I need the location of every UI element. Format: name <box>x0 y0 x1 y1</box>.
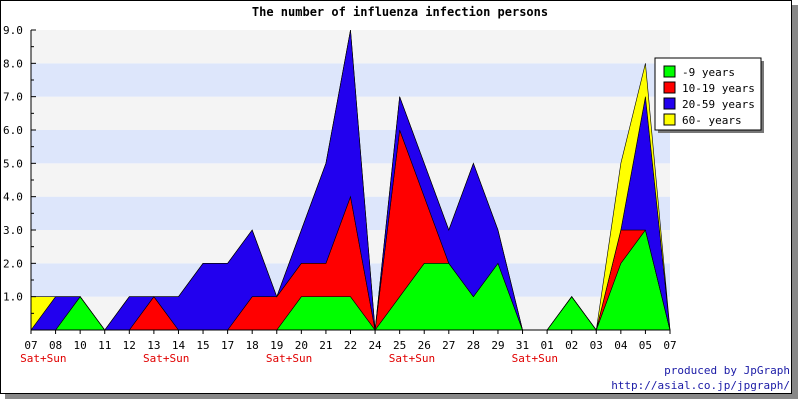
legend: -9 years 10-19 years 20-59 years 60- years <box>654 57 764 133</box>
x-tick-label: 02 <box>565 339 578 352</box>
x-tick-label: 28 <box>467 339 480 352</box>
x-tick-label: 08 <box>49 339 62 352</box>
weekend-labels: Sat+Sun Sat+Sun Sat+Sun Sat+Sun Sat+Sun <box>20 352 558 365</box>
x-tick-label: 12 <box>123 339 136 352</box>
chart-title: The number of influenza infection person… <box>252 5 548 19</box>
frame-shadow-right <box>792 5 798 398</box>
weekend-label: Sat+Sun <box>389 352 435 365</box>
x-tick-label: 14 <box>172 339 186 352</box>
y-tick-label: 5.0 <box>3 157 23 170</box>
x-tick-label: 21 <box>319 339 332 352</box>
footer-url[interactable]: http://asial.co.jp/jpgraph/ <box>611 379 790 392</box>
axes <box>30 29 671 334</box>
x-tick-label: 29 <box>491 339 504 352</box>
frame-shadow-bottom <box>5 394 798 399</box>
y-tick-labels: 1.0 2.0 3.0 4.0 5.0 6.0 7.0 8.0 9.0 <box>3 24 23 304</box>
x-tick-label: 27 <box>442 339 455 352</box>
x-tick-label: 15 <box>196 339 209 352</box>
y-tick-label: 3.0 <box>3 224 23 237</box>
x-tick-label: 18 <box>246 339 259 352</box>
footer-credit: produced by JpGraph <box>664 364 790 377</box>
x-tick-label: 17 <box>221 339 234 352</box>
x-tick-label: 03 <box>590 339 603 352</box>
y-tick-label: 9.0 <box>3 24 23 37</box>
x-tick-label: 20 <box>295 339 308 352</box>
weekend-label: Sat+Sun <box>266 352 312 365</box>
x-tick-labels: 07 08 10 11 12 13 14 15 17 18 19 20 21 22 24 25 26 27 28 29… <box>24 339 676 352</box>
weekend-label: Sat+Sun <box>512 352 558 365</box>
legend-label: 20-59 years <box>682 98 755 111</box>
legend-swatch <box>663 65 676 78</box>
legend-label: 60- years <box>682 114 742 127</box>
x-tick-label: 31 <box>516 339 529 352</box>
x-tick-label: 10 <box>74 339 87 352</box>
legend-label: 10-19 years <box>682 82 755 95</box>
legend-swatch <box>663 113 676 126</box>
y-tick-label: 1.0 <box>3 291 23 304</box>
legend-swatch <box>663 81 676 94</box>
weekend-label: Sat+Sun <box>143 352 189 365</box>
weekend-label: Sat+Sun <box>20 352 66 365</box>
x-tick-label: 19 <box>270 339 283 352</box>
x-tick-label: 22 <box>344 339 357 352</box>
y-tick-label: 2.0 <box>3 257 23 270</box>
x-tick-label: 26 <box>418 339 431 352</box>
x-tick-label: 05 <box>639 339 652 352</box>
y-tick-label: 6.0 <box>3 124 23 137</box>
x-tick-label: 01 <box>540 339 553 352</box>
legend-swatch <box>663 97 676 110</box>
x-tick-label: 24 <box>368 339 382 352</box>
y-tick-label: 4.0 <box>3 191 23 204</box>
y-tick-label: 7.0 <box>3 91 23 104</box>
x-tick-label: 07 <box>663 339 676 352</box>
area-60-years <box>30 29 671 331</box>
x-tick-label: 11 <box>98 339 111 352</box>
y-tick-label: 8.0 <box>3 57 23 70</box>
x-tick-label: 25 <box>393 339 406 352</box>
x-tick-label: 04 <box>614 339 628 352</box>
legend-label: -9 years <box>682 66 735 79</box>
x-tick-label: 07 <box>24 339 37 352</box>
x-tick-label: 13 <box>147 339 160 352</box>
